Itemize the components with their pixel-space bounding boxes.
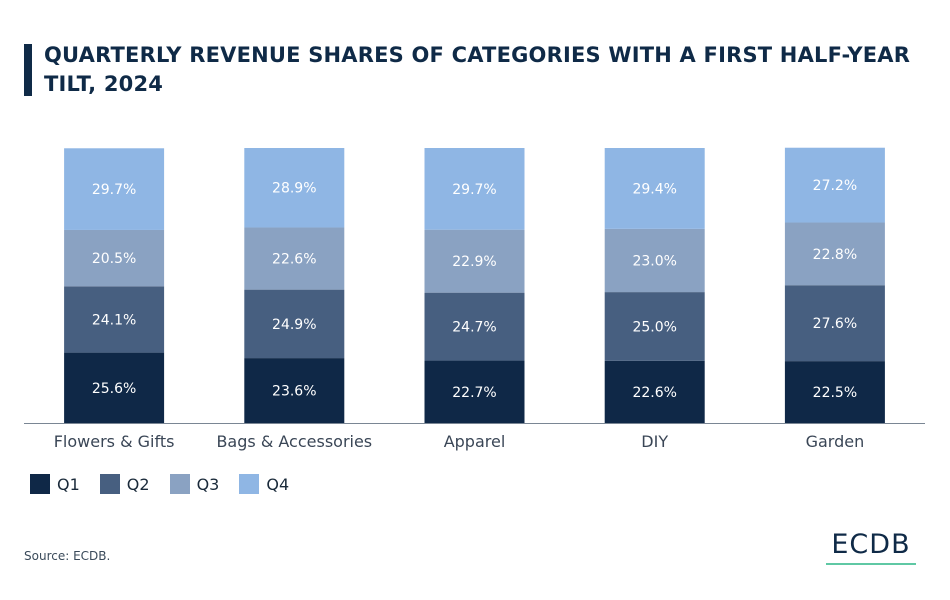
data-label-q1-apparel: 22.7%: [452, 385, 496, 401]
data-label-q4-apparel: 29.7%: [452, 182, 496, 198]
bar-segment-q4-bags-accessories: [244, 148, 345, 228]
bar-segment-q4-garden: [784, 147, 885, 223]
data-label-q2-garden: 27.6%: [813, 316, 857, 332]
x-tick-label-flowers-gifts: Flowers & Gifts: [54, 432, 175, 451]
bar-segment-q4-diy: [604, 148, 705, 229]
bar-segment-q4-apparel: [424, 148, 525, 230]
bar-group-apparel: 22.7% 24.7% 22.9% 29.7%: [424, 148, 525, 423]
data-label-q4-diy: 29.4%: [632, 181, 676, 197]
legend-item-q3: Q3: [169, 474, 220, 494]
ecdb-logo: ECDB: [826, 530, 916, 565]
bar-segment-q2-flowers-gifts: [64, 286, 165, 353]
data-label-q3-diy: 23.0%: [632, 253, 676, 269]
bar-segment-q1-apparel: [424, 360, 525, 423]
data-label-q1-garden: 22.5%: [813, 385, 857, 401]
bar-group-garden: 22.5% 27.6% 22.8% 27.2%: [784, 147, 885, 423]
bar-segment-q2-bags-accessories: [244, 289, 345, 359]
data-label-q4-bags-accessories: 28.9%: [272, 181, 316, 197]
chart-title: QUARTERLY REVENUE SHARES OF CATEGORIES W…: [44, 43, 911, 96]
title-accent-bar: [24, 44, 32, 96]
data-label-q4-flowers-gifts: 29.7%: [92, 182, 136, 198]
legend-item-q1: Q1: [30, 474, 80, 494]
bar-segment-q3-garden: [784, 222, 885, 286]
bar-segment-q1-bags-accessories: [244, 358, 345, 423]
bar-segment-q2-apparel: [424, 292, 525, 361]
legend-label-q3: Q3: [196, 474, 220, 494]
x-tick-label-apparel: Apparel: [444, 432, 506, 451]
bar-group-flowers-gifts: 25.6% 24.1% 20.5% 29.7%: [64, 148, 165, 423]
bar-segment-q2-diy: [604, 292, 705, 361]
bar-group-diy: 22.6% 25.0% 23.0% 29.4%: [604, 148, 705, 423]
data-label-q4-garden: 27.2%: [813, 178, 857, 194]
data-label-q3-flowers-gifts: 20.5%: [92, 251, 136, 267]
bar-segment-q3-flowers-gifts: [64, 229, 165, 287]
data-label-q2-apparel: 24.7%: [452, 320, 496, 336]
data-label-q1-bags-accessories: 23.6%: [272, 384, 316, 400]
data-label-q3-bags-accessories: 22.6%: [272, 252, 316, 268]
legend-item-q4: Q4: [239, 474, 289, 494]
source-note: Source: ECDB.: [24, 549, 111, 563]
data-label-q3-garden: 22.8%: [813, 247, 857, 263]
data-label-q2-bags-accessories: 24.9%: [272, 317, 316, 333]
legend: Q1 Q2 Q3 Q4: [30, 474, 289, 494]
legend-swatch-q2: [99, 474, 120, 494]
bar-segment-q3-diy: [604, 228, 705, 293]
x-tick-label-bags-accessories: Bags & Accessories: [216, 432, 372, 451]
data-label-q1-flowers-gifts: 25.6%: [92, 381, 136, 397]
bar-segment-q3-apparel: [424, 229, 525, 293]
legend-label-q2: Q2: [126, 474, 150, 494]
x-tick-label-garden: Garden: [806, 432, 865, 451]
bar-segment-q1-flowers-gifts: [64, 352, 165, 423]
bar-group-bags-accessories: 23.6% 24.9% 22.6% 28.9%: [244, 148, 345, 423]
logo-text: ECDB: [831, 529, 911, 560]
bar-segment-q4-flowers-gifts: [64, 148, 165, 230]
legend-swatch-q3: [169, 474, 190, 494]
legend-swatch-q4: [239, 474, 260, 494]
data-label-q2-flowers-gifts: 24.1%: [92, 312, 136, 328]
legend-label-q4: Q4: [266, 474, 290, 494]
legend-item-q2: Q2: [99, 474, 150, 494]
bar-segment-q1-diy: [604, 360, 705, 423]
legend-swatch-q1: [30, 474, 50, 494]
data-label-q1-diy: 22.6%: [632, 385, 676, 401]
data-label-q3-apparel: 22.9%: [452, 254, 496, 270]
bar-segment-q3-bags-accessories: [244, 227, 345, 290]
data-label-q2-diy: 25.0%: [632, 319, 676, 335]
bar-segment-q1-garden: [784, 361, 885, 423]
bar-segment-q2-garden: [784, 285, 885, 362]
x-tick-label-diy: DIY: [641, 432, 668, 451]
legend-label-q1: Q1: [57, 474, 80, 494]
logo-underline: [826, 563, 916, 565]
